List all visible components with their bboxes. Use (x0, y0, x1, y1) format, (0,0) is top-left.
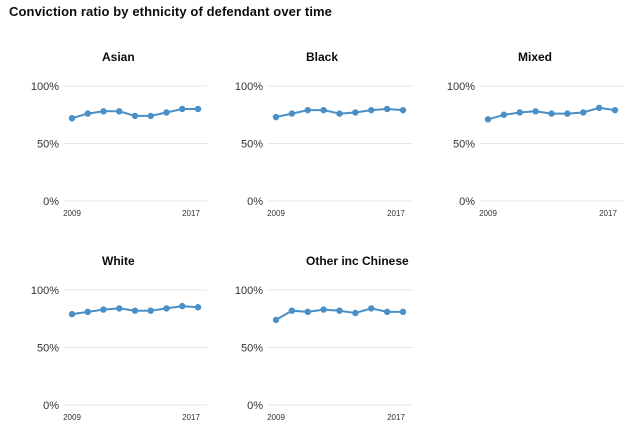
data-point (399, 106, 407, 114)
y-tick-label: 0% (247, 196, 263, 208)
data-point (516, 109, 523, 116)
panel-title: White (102, 254, 135, 268)
y-tick-label: 50% (241, 343, 263, 355)
y-tick-label: 0% (247, 400, 263, 412)
data-point (320, 106, 327, 114)
x-tick-label: 2009 (63, 209, 81, 218)
data-point (383, 105, 391, 113)
y-tick-label: 50% (453, 139, 475, 151)
data-point (84, 308, 91, 316)
data-point (484, 116, 492, 123)
data-point (368, 106, 375, 114)
data-point (147, 112, 154, 120)
data-point (611, 106, 619, 114)
data-point (272, 113, 280, 121)
data-point (163, 109, 170, 116)
data-point (304, 106, 311, 114)
data-point (288, 307, 296, 314)
data-point (399, 308, 407, 316)
data-point (163, 305, 170, 312)
x-tick-label: 2009 (267, 413, 285, 422)
y-tick-label: 100% (31, 81, 59, 93)
data-point (68, 310, 76, 318)
data-point (320, 306, 327, 313)
y-tick-label: 50% (37, 343, 59, 355)
y-tick-label: 100% (31, 285, 59, 297)
panel-title: Black (306, 50, 338, 64)
y-tick-label: 100% (447, 81, 475, 93)
data-point (147, 307, 154, 314)
data-point (84, 110, 91, 117)
y-tick-label: 0% (459, 196, 475, 208)
data-point (116, 305, 123, 312)
x-tick-label: 2009 (267, 209, 285, 218)
y-tick-label: 0% (43, 196, 59, 208)
panel-title: Other inc Chinese (306, 254, 409, 268)
y-tick-label: 0% (43, 400, 59, 412)
data-point (532, 108, 539, 115)
data-point (179, 302, 186, 310)
y-tick-label: 100% (235, 81, 263, 93)
y-tick-label: 50% (241, 139, 263, 151)
data-point (68, 115, 76, 122)
data-point (500, 111, 508, 118)
data-point (336, 307, 343, 314)
panel-title: Mixed (518, 50, 552, 64)
data-point (336, 110, 343, 117)
y-tick-label: 50% (37, 139, 59, 151)
data-point (272, 316, 280, 324)
data-point (304, 308, 311, 316)
x-tick-label: 2009 (479, 209, 497, 218)
x-tick-label: 2017 (387, 413, 405, 422)
data-point (100, 306, 107, 313)
x-tick-label: 2017 (387, 209, 405, 218)
x-tick-label: 2009 (63, 413, 81, 422)
y-tick-label: 100% (235, 285, 263, 297)
data-point (131, 307, 139, 314)
data-point (288, 110, 296, 117)
x-tick-label: 2017 (599, 209, 617, 218)
data-point (131, 112, 139, 120)
data-point (548, 110, 555, 117)
data-point (116, 108, 123, 115)
data-point (595, 104, 603, 112)
data-point (580, 109, 587, 116)
data-point (194, 105, 202, 113)
data-point (100, 108, 107, 115)
panel-title: Asian (102, 50, 135, 64)
x-tick-label: 2017 (182, 209, 200, 218)
data-point (352, 109, 359, 116)
data-point (179, 105, 186, 113)
x-tick-label: 2017 (182, 413, 200, 422)
data-point (194, 304, 202, 311)
data-point (564, 110, 571, 117)
chart-title: Conviction ratio by ethnicity of defenda… (9, 4, 333, 19)
data-point (368, 305, 375, 312)
data-point (352, 309, 359, 317)
data-point (383, 308, 391, 316)
